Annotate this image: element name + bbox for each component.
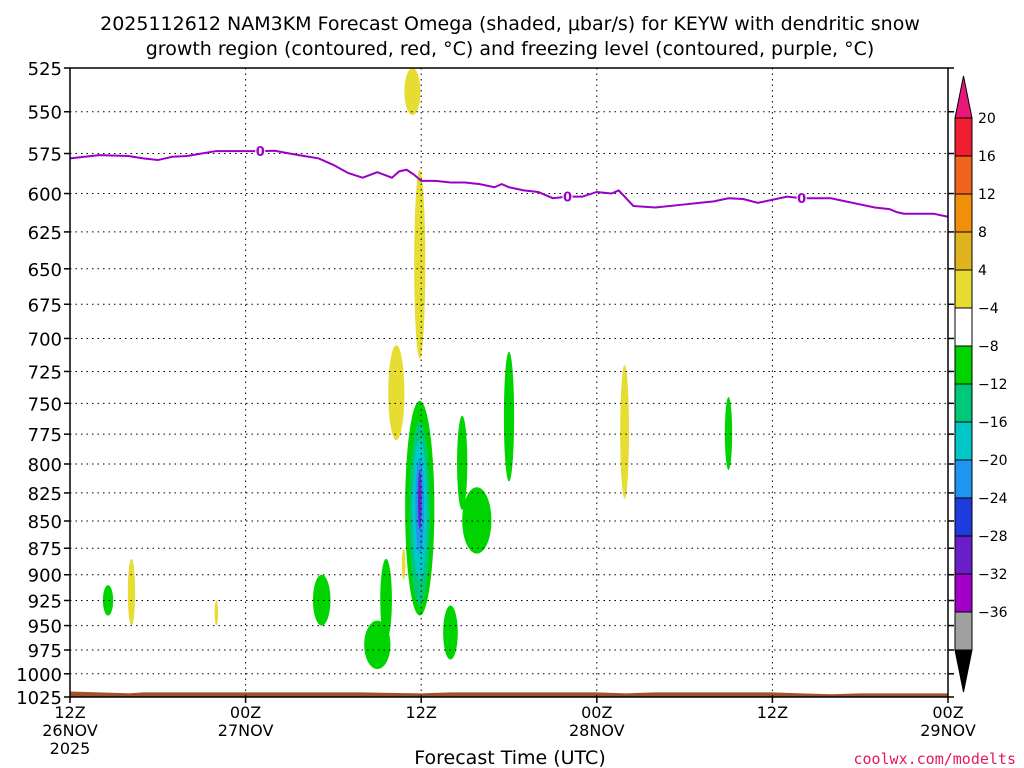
- x-tick-label-5-1: 29NOV: [920, 721, 976, 740]
- y-tick-label-650: 650: [28, 260, 62, 281]
- colorbar-bin-11: [954, 535, 973, 575]
- colorbar-label-3: 8: [978, 225, 987, 241]
- freezing-level-label-1: 0: [563, 191, 572, 206]
- colorbar-bottom-arrow: [954, 649, 973, 693]
- freezing-label-bg-2: [796, 191, 807, 206]
- y-tick-label-825: 825: [28, 484, 62, 505]
- colorbar-label-13: −36: [978, 605, 1008, 621]
- colorbar-label-1: 16: [978, 149, 996, 165]
- colorbar-bin-1: [954, 155, 973, 195]
- x-tick-label-1-0: 00Z: [230, 703, 261, 722]
- y-tick-label-850: 850: [28, 512, 62, 533]
- colorbar-bin-9: [954, 459, 973, 499]
- x-tick-label-3-0: 00Z: [581, 703, 612, 722]
- omega-region-0: [404, 68, 421, 116]
- colorbar-label-6: −8: [978, 339, 999, 355]
- colorbar-bin-12: [954, 573, 973, 613]
- omega-region-2: [388, 345, 405, 441]
- freezing-level-label-2: 0: [797, 192, 806, 207]
- y-tick-label-700: 700: [28, 329, 62, 350]
- omega-shading-layer: [102, 68, 733, 670]
- omega-region-17: [102, 585, 114, 616]
- colorbar-bin-10: [954, 497, 973, 537]
- colorbar-label-9: −20: [978, 453, 1008, 469]
- y-tick-label-875: 875: [28, 539, 62, 560]
- colorbar-label-11: −28: [978, 529, 1008, 545]
- colorbar-bin-0: [954, 117, 973, 157]
- colorbar-bin-2: [954, 193, 973, 233]
- y-tick-label-1000: 1000: [16, 665, 62, 686]
- omega-region-14: [364, 620, 391, 670]
- colorbar-label-12: −32: [978, 567, 1008, 583]
- freezing-label-bg-1: [562, 189, 573, 204]
- colorbar-bin-13: [954, 611, 973, 651]
- freezing-label-bg-0: [255, 144, 266, 159]
- y-tick-label-925: 925: [28, 591, 62, 612]
- colorbar-label-8: −16: [978, 415, 1008, 431]
- omega-region-20: [401, 548, 406, 580]
- grid-lines: [70, 68, 948, 697]
- colorbar-bin-7: [954, 383, 973, 423]
- y-tick-label-950: 950: [28, 617, 62, 638]
- colorbar-label-4: 4: [978, 263, 987, 279]
- x-tick-label-0-2: 2025: [50, 739, 91, 758]
- colorbar-bin-5: [954, 307, 973, 347]
- y-tick-label-550: 550: [28, 103, 62, 124]
- x-tick-label-4-0: 12Z: [757, 703, 788, 722]
- omega-region-10: [503, 351, 515, 482]
- omega-region-9: [457, 415, 468, 510]
- y-tick-label-750: 750: [28, 394, 62, 415]
- x-tick-label-0-0: 12Z: [54, 703, 85, 722]
- colorbar-bin-8: [954, 421, 973, 461]
- y-tick-label-625: 625: [28, 223, 62, 244]
- y-tick-label-575: 575: [28, 145, 62, 166]
- omega-region-1: [414, 169, 426, 359]
- freezing-level-label-0: 0: [256, 145, 265, 160]
- colorbar-label-7: −12: [978, 377, 1008, 393]
- y-tick-label-525: 525: [28, 59, 62, 80]
- colorbar-top-arrow: [954, 75, 973, 119]
- y-tick-label-775: 775: [28, 425, 62, 446]
- omega-region-11: [620, 364, 629, 499]
- omega-region-12: [724, 397, 733, 470]
- y-axis-ticks: 525 550 575 600 625 650 675 700 725 750 775 800 825 8…: [16, 59, 954, 709]
- y-tick-label-725: 725: [28, 362, 62, 383]
- omega-region-13: [380, 558, 392, 641]
- chart-title-line2: growth region (contoured, red, °C) and f…: [146, 38, 875, 60]
- x-axis-label: Forecast Time (UTC): [414, 747, 605, 768]
- freezing-level-layer: 0 0 0: [69, 144, 949, 218]
- y-tick-label-800: 800: [28, 455, 62, 476]
- colorbar-bin-3: [954, 231, 973, 271]
- credit-text: coolwx.com/modelts: [853, 750, 1016, 768]
- colorbar: 20 16 12 8 4 −4 −8 −12 −16 −20 −24 −28 −32 −36: [954, 75, 1008, 693]
- omega-region-7: [417, 469, 422, 530]
- x-tick-label-3-1: 28NOV: [569, 721, 625, 740]
- x-tick-label-2-0: 12Z: [406, 703, 437, 722]
- colorbar-label-5: −4: [978, 301, 999, 317]
- y-tick-label-675: 675: [28, 295, 62, 316]
- y-tick-label-600: 600: [28, 185, 62, 206]
- colorbar-label-2: 12: [978, 187, 996, 203]
- y-tick-label-1025: 1025: [16, 688, 62, 709]
- ground-surface: [70, 691, 948, 697]
- colorbar-label-10: −24: [978, 491, 1008, 507]
- omega-region-19: [214, 600, 219, 626]
- ground-layer: [70, 691, 948, 697]
- omega-region-18: [127, 558, 136, 626]
- x-tick-label-5-0: 00Z: [932, 703, 963, 722]
- colorbar-label-0: 20: [978, 111, 996, 127]
- colorbar-bin-4: [954, 269, 973, 309]
- omega-region-15: [443, 605, 458, 660]
- y-tick-label-900: 900: [28, 566, 62, 587]
- y-tick-label-975: 975: [28, 641, 62, 662]
- chart-title-line1: 2025112612 NAM3KM Forecast Omega (shaded…: [100, 13, 920, 35]
- omega-region-16: [312, 574, 331, 626]
- omega-region-8: [462, 487, 492, 554]
- x-tick-label-1-1: 27NOV: [218, 721, 274, 740]
- colorbar-bin-6: [954, 345, 973, 385]
- plot-frame: [69, 67, 949, 698]
- x-tick-label-0-1: 26NOV: [42, 721, 98, 740]
